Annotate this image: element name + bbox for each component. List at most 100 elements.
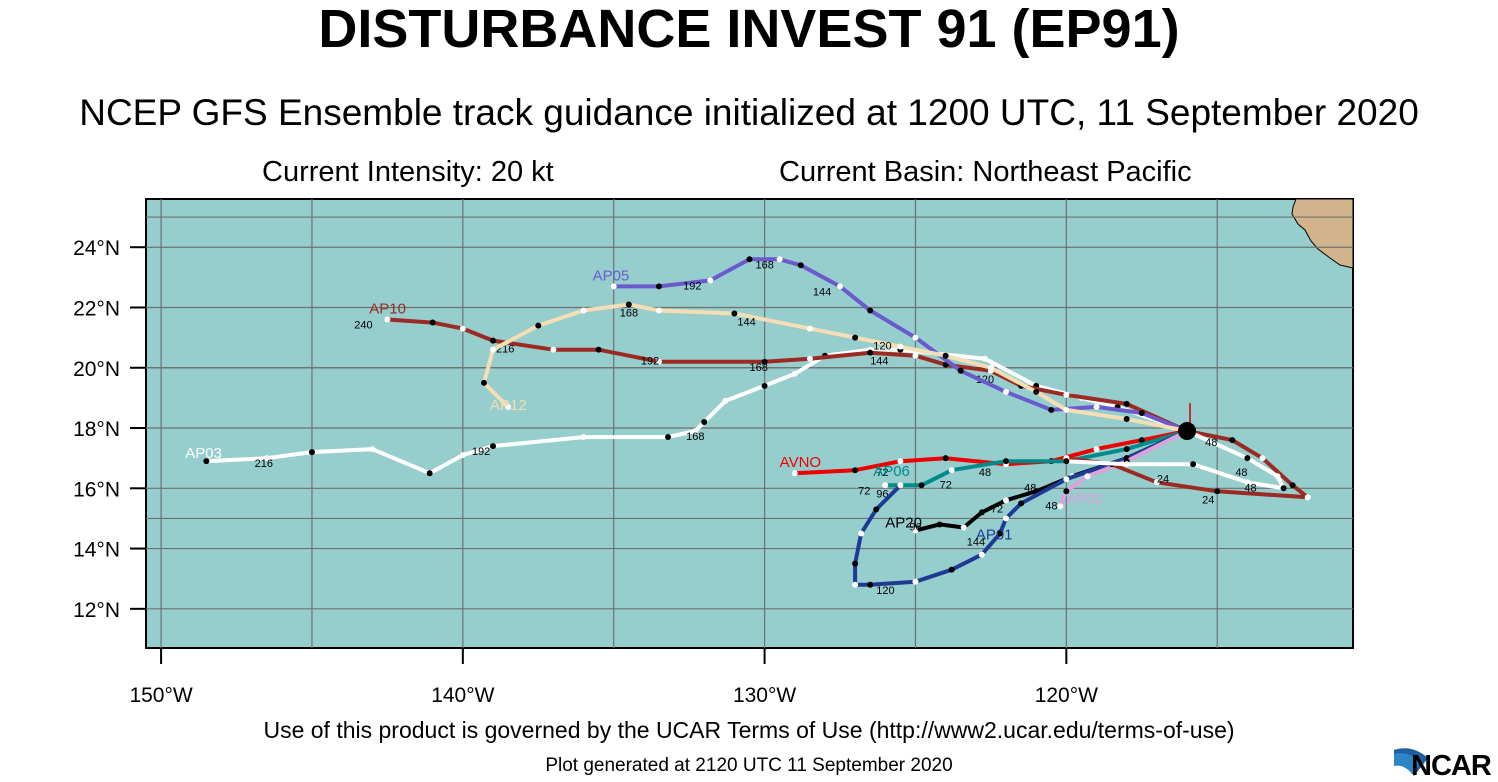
track-point	[203, 458, 210, 465]
track-point	[981, 355, 988, 362]
forecast-hour-label: 240	[354, 320, 372, 332]
track-point	[655, 307, 662, 314]
chart-title: DISTURBANCE INVEST 91 (EP91)	[318, 0, 1180, 59]
lon-tick-label: 120°W	[1035, 684, 1098, 707]
track-point	[490, 443, 497, 450]
lat-tick-label: 16°N	[73, 478, 120, 501]
track-point	[867, 307, 874, 314]
track-point	[837, 283, 844, 290]
track-point	[505, 403, 512, 410]
ncar-logo-text: NCAR	[1411, 750, 1492, 782]
track-point	[1063, 391, 1070, 398]
lat-tick-label: 18°N	[73, 418, 120, 441]
axis-ticks: 12°N 14°N 16°N 18°N 20°N 22°N 24°N 150°W 140°W 13…	[73, 237, 1098, 707]
track-label-ap03: AP03	[185, 445, 222, 462]
track-point	[867, 349, 874, 356]
track-point	[797, 262, 804, 269]
track-point	[873, 506, 880, 513]
track-point	[459, 325, 466, 332]
track-point	[665, 434, 672, 441]
track-point	[1138, 437, 1145, 444]
track-point	[1138, 409, 1145, 416]
track-point	[1057, 503, 1064, 510]
track-point	[655, 283, 662, 290]
track-point	[978, 551, 985, 558]
track-point	[882, 482, 889, 489]
track-point	[1244, 479, 1251, 486]
track-point	[580, 434, 587, 441]
forecast-hour-label: 48	[1045, 500, 1057, 512]
current-position-marker	[1178, 403, 1197, 441]
track-point	[550, 346, 557, 353]
forecast-hour-label: 144	[967, 537, 985, 549]
track-label-ap20: AP20	[885, 514, 922, 531]
track-point	[595, 346, 602, 353]
plot-generated: Plot generated at 2120 UTC 11 September …	[545, 755, 953, 776]
forecast-hour-label: 168	[756, 259, 774, 271]
track-point	[912, 527, 919, 534]
track-point	[369, 446, 376, 453]
forecast-hour-label: 144	[870, 356, 888, 368]
track-point	[1280, 485, 1287, 492]
track-point	[852, 560, 859, 567]
forecast-hour-label: 96	[876, 488, 888, 500]
forecast-hour-label: 72	[876, 467, 888, 479]
track-line-east2	[1064, 429, 1286, 491]
track-point	[722, 397, 729, 404]
track-point	[1002, 458, 1009, 465]
track-point	[936, 521, 943, 528]
track-point	[987, 364, 994, 371]
track-point	[1018, 500, 1025, 507]
track-point	[942, 352, 949, 359]
track-point	[655, 358, 662, 365]
terms-of-use: Use of this product is governed by the U…	[263, 717, 1235, 743]
lon-tick-label: 130°W	[733, 684, 796, 707]
forecast-hour-label: 216	[255, 458, 273, 470]
forecast-hour-label: 72	[940, 479, 952, 491]
forecast-hour-label: 72	[858, 485, 870, 497]
track-label-avno: AVNO	[780, 454, 821, 471]
track-point	[746, 256, 753, 263]
track-point	[852, 581, 859, 588]
track-point	[429, 319, 436, 326]
track-label-ap02: AP02	[1066, 490, 1103, 507]
forecast-hour-label: 96	[909, 521, 921, 533]
ncar-logo-icon	[1394, 748, 1428, 776]
forecast-hour-label: 144	[813, 286, 831, 298]
track-point	[1153, 479, 1160, 486]
track-point	[1259, 455, 1266, 462]
track-label-ap05: AP05	[593, 267, 630, 284]
track-point	[1123, 446, 1130, 453]
track-line-ap03	[204, 347, 1189, 476]
track-point	[1093, 446, 1100, 453]
forecast-hour-label: 192	[472, 446, 490, 458]
forecast-hour-label: 48	[979, 467, 991, 479]
track-point	[625, 301, 632, 308]
track-point	[731, 310, 738, 317]
track-point	[1002, 388, 1009, 395]
forecast-hour-label: 168	[686, 431, 704, 443]
track-point	[852, 467, 859, 474]
track-point	[918, 482, 925, 489]
forecast-hour-label: 24	[1202, 494, 1214, 506]
track-point	[1093, 403, 1100, 410]
track-point	[1190, 461, 1197, 468]
track-label-ap06: AP06	[873, 463, 910, 480]
lat-tick-label: 20°N	[73, 358, 120, 381]
land-mass	[1291, 198, 1354, 269]
forecast-hour-label: 168	[620, 308, 638, 320]
track-point	[1244, 455, 1251, 462]
track-point	[692, 428, 699, 435]
track-point	[490, 346, 497, 353]
track-point	[1084, 473, 1091, 480]
forecast-hour-label: 48	[1235, 467, 1247, 479]
track-point	[610, 283, 617, 290]
track-point	[580, 307, 587, 314]
track-point	[960, 524, 967, 531]
track-point	[1063, 476, 1070, 483]
track-point	[308, 449, 315, 456]
track-point	[761, 358, 768, 365]
track-point	[897, 482, 904, 489]
track-point	[384, 316, 391, 323]
track-point	[948, 566, 955, 573]
